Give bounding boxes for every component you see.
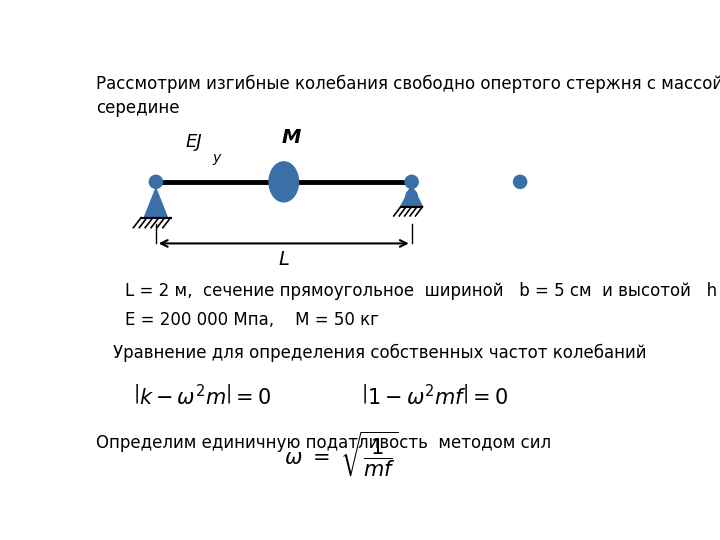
Text: M: M: [282, 128, 301, 147]
Text: Определим единичную податливость  методом сил: Определим единичную податливость методом…: [96, 434, 552, 453]
Text: середине: середине: [96, 99, 180, 117]
Text: y: y: [212, 151, 221, 165]
Text: L: L: [279, 249, 289, 268]
Text: $\left|k - \omega^2 m\right| = 0$: $\left|k - \omega^2 m\right| = 0$: [132, 383, 271, 408]
Text: Рассмотрим изгибные колебания свободно опертого стержня с массой   M   по: Рассмотрим изгибные колебания свободно о…: [96, 75, 720, 93]
Ellipse shape: [269, 162, 299, 202]
Text: EJ: EJ: [185, 133, 202, 151]
Circle shape: [513, 176, 527, 188]
Circle shape: [405, 176, 418, 188]
Polygon shape: [144, 188, 168, 218]
Text: Уравнение для определения собственных частот колебаний: Уравнение для определения собственных ча…: [113, 343, 647, 362]
Circle shape: [406, 190, 417, 201]
Text: $\left|1 - \omega^2 m f\right| = 0$: $\left|1 - \omega^2 m f\right| = 0$: [361, 383, 508, 408]
Text: L = 2 м,  сечение прямоугольное  шириной   b = 5 см  и высотой   h = 3 см,: L = 2 м, сечение прямоугольное шириной b…: [125, 282, 720, 300]
Circle shape: [149, 176, 163, 188]
Text: $\omega\ =\ \sqrt{\dfrac{1}{mf}}$: $\omega\ =\ \sqrt{\dfrac{1}{mf}}$: [284, 430, 398, 479]
Polygon shape: [401, 185, 423, 207]
Text: E = 200 000 Мпа,    M = 50 кг: E = 200 000 Мпа, M = 50 кг: [125, 311, 379, 329]
